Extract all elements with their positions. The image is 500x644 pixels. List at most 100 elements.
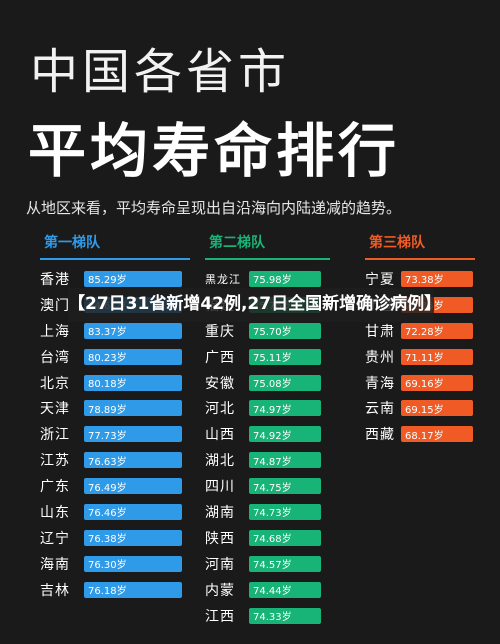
tier-row: 台湾 80.23岁 [40, 344, 190, 370]
province-label: 贵州 [365, 349, 395, 366]
province-label: 湖北 [205, 453, 235, 470]
life-expectancy-bar: 80.18岁 [84, 374, 182, 391]
life-expectancy-bar: 76.46岁 [84, 503, 182, 520]
news-headline-overlay: 【27日31省新增42例,27日全国新增确诊病例】 [68, 288, 441, 322]
tier-row: 广西 75.11岁 [205, 344, 330, 370]
life-expectancy-bar: 80.23岁 [84, 348, 182, 365]
life-expectancy-bar: 69.16岁 [401, 374, 473, 391]
tier-row: 黑龙江 75.98岁 [205, 266, 330, 292]
tier-row: 西藏 68.17岁 [365, 421, 475, 447]
province-label: 江苏 [40, 453, 70, 470]
life-expectancy-bar: 76.63岁 [84, 452, 182, 469]
tier-row: 海南 76.30岁 [40, 551, 190, 577]
province-label: 内蒙 [205, 582, 235, 599]
life-expectancy-bar: 83.37岁 [84, 322, 182, 339]
life-expectancy-bar: 76.30岁 [84, 555, 182, 572]
life-expectancy-bar: 74.68岁 [249, 529, 321, 546]
province-label: 甘肃 [365, 323, 395, 340]
province-label: 香港 [40, 271, 70, 288]
tier-row: 云南 69.15岁 [365, 395, 475, 421]
tier-heading: 第三梯队 [369, 235, 425, 251]
life-expectancy-bar: 75.98岁 [249, 270, 321, 287]
province-label: 海南 [40, 556, 70, 573]
tier-row: 广东 76.49岁 [40, 473, 190, 499]
life-expectancy-bar: 74.57岁 [249, 555, 321, 572]
province-label: 青海 [365, 375, 395, 392]
tier-column-1: 第一梯队 香港85.29岁澳门84.61岁上海83.37岁台湾80.23岁北京8… [40, 232, 190, 603]
life-expectancy-bar: 76.49岁 [84, 478, 182, 495]
life-expectancy-bar: 74.44岁 [249, 581, 321, 598]
tier-rows: 黑龙江75.98岁福建75.76岁重庆75.70岁广西75.11岁安徽75.08… [205, 266, 330, 628]
tier-divider [40, 258, 190, 260]
province-label: 山西 [205, 427, 235, 444]
life-expectancy-bar: 68.17岁 [401, 426, 473, 443]
tier-column-3: 第三梯队 宁夏73.38岁新疆72.35岁甘肃72.28岁贵州71.11岁青海6… [365, 232, 475, 447]
tier-row: 重庆 75.70岁 [205, 318, 330, 344]
tier-heading: 第二梯队 [209, 235, 265, 251]
life-expectancy-bar: 72.28岁 [401, 322, 473, 339]
province-label: 江西 [205, 608, 235, 625]
tier-divider [365, 258, 475, 260]
province-label: 吉林 [40, 582, 70, 599]
province-label: 重庆 [205, 323, 235, 340]
tier-row: 北京 80.18岁 [40, 370, 190, 396]
province-label: 西藏 [365, 427, 395, 444]
life-expectancy-bar: 73.38岁 [401, 270, 473, 287]
tier-row: 宁夏 73.38岁 [365, 266, 475, 292]
province-label: 广东 [40, 479, 70, 496]
tier-row: 陕西 74.68岁 [205, 525, 330, 551]
province-label: 四川 [205, 479, 235, 496]
tier-row: 江苏 76.63岁 [40, 447, 190, 473]
title-line1: 中国各省市 [30, 44, 291, 100]
life-expectancy-bar: 75.08岁 [249, 374, 321, 391]
tier-row: 安徽 75.08岁 [205, 370, 330, 396]
tier-row: 四川 74.75岁 [205, 473, 330, 499]
life-expectancy-bar: 76.18岁 [84, 581, 182, 598]
tier-row: 江西 74.33岁 [205, 603, 330, 629]
province-label: 黑龙江 [205, 272, 241, 286]
life-expectancy-bar: 74.73岁 [249, 503, 321, 520]
province-label: 宁夏 [365, 271, 395, 288]
tier-row: 青海 69.16岁 [365, 370, 475, 396]
life-expectancy-bar: 74.87岁 [249, 452, 321, 469]
province-label: 河北 [205, 401, 235, 418]
province-label: 湖南 [205, 504, 235, 521]
province-label: 上海 [40, 323, 70, 340]
life-expectancy-bar: 69.15岁 [401, 400, 473, 417]
tier-row: 吉林 76.18岁 [40, 577, 190, 603]
life-expectancy-bar: 76.38岁 [84, 529, 182, 546]
province-label: 广西 [205, 349, 235, 366]
province-label: 澳门 [40, 297, 70, 314]
province-label: 云南 [365, 401, 395, 418]
tier-row: 浙江 77.73岁 [40, 421, 190, 447]
province-label: 北京 [40, 375, 70, 392]
life-expectancy-bar: 74.75岁 [249, 478, 321, 495]
tier-row: 内蒙 74.44岁 [205, 577, 330, 603]
province-label: 河南 [205, 556, 235, 573]
tier-row: 河北 74.97岁 [205, 395, 330, 421]
title-line2: 平均寿命排行 [28, 117, 401, 185]
life-expectancy-bar: 71.11岁 [401, 348, 473, 365]
life-expectancy-bar: 74.97岁 [249, 400, 321, 417]
tier-row: 上海 83.37岁 [40, 318, 190, 344]
province-label: 天津 [40, 401, 70, 418]
province-label: 浙江 [40, 427, 70, 444]
tier-row: 山东 76.46岁 [40, 499, 190, 525]
tier-row: 河南 74.57岁 [205, 551, 330, 577]
tier-column-2: 第二梯队 黑龙江75.98岁福建75.76岁重庆75.70岁广西75.11岁安徽… [205, 232, 330, 628]
tier-heading: 第一梯队 [44, 235, 100, 251]
life-expectancy-bar: 74.92岁 [249, 426, 321, 443]
tier-row: 甘肃 72.28岁 [365, 318, 475, 344]
province-label: 山东 [40, 504, 70, 521]
tier-divider [205, 258, 330, 260]
tier-row: 湖南 74.73岁 [205, 499, 330, 525]
life-expectancy-bar: 75.11岁 [249, 348, 321, 365]
tier-row: 山西 74.92岁 [205, 421, 330, 447]
subtitle: 从地区来看，平均寿命呈现出自沿海向内陆递减的趋势。 [26, 199, 402, 217]
province-label: 安徽 [205, 375, 235, 392]
life-expectancy-bar: 85.29岁 [84, 270, 182, 287]
life-expectancy-bar: 74.33岁 [249, 607, 321, 624]
tier-row: 香港 85.29岁 [40, 266, 190, 292]
life-expectancy-bar: 77.73岁 [84, 426, 182, 443]
life-expectancy-bar: 78.89岁 [84, 400, 182, 417]
